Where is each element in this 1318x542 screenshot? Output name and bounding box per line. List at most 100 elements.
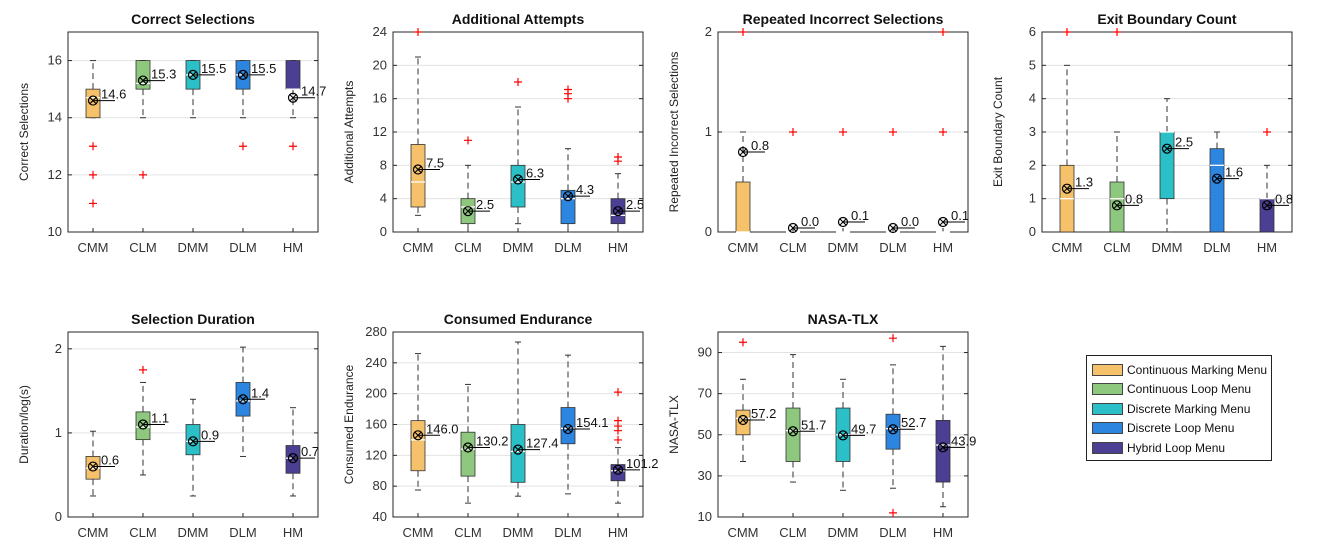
box-body <box>135 60 151 90</box>
box-body <box>610 464 626 482</box>
legend-item: Discrete Loop Menu <box>1087 419 1271 439</box>
y-tick-label: 0 <box>55 509 62 524</box>
subplot: 0 4 8 12 16 20 24 CMM CLM DMM DLM HM Additional Atte… <box>342 11 644 255</box>
x-tick-label: CLM <box>454 240 481 255</box>
mean-value-label: 0.8 <box>1125 191 1143 206</box>
mean-value-label: 0.1 <box>851 208 869 223</box>
y-tick-label: 0 <box>1029 224 1036 239</box>
mean-value-label: 130.2 <box>476 433 509 448</box>
x-tick-label: DLM <box>229 240 256 255</box>
x-tick-label: HM <box>1257 240 1277 255</box>
box-body <box>1259 198 1275 233</box>
box-clm: 51.7 <box>785 354 826 483</box>
box-body <box>410 420 426 472</box>
mean-marker <box>137 419 149 430</box>
outlier-point <box>464 136 472 145</box>
mean-marker-cross <box>839 432 847 439</box>
box-body <box>735 409 751 436</box>
outlier-point <box>614 416 622 425</box>
box-dlm: 4.3 <box>560 85 594 233</box>
x-tick-label: CMM <box>727 240 758 255</box>
outlier-point <box>789 128 797 136</box>
box-body <box>885 413 901 450</box>
x-tick-label: DLM <box>879 240 906 255</box>
mean-marker-cross <box>414 166 422 173</box>
y-tick-label: 160 <box>365 417 387 432</box>
mean-value-label: 0.0 <box>801 214 819 229</box>
x-tick-label: DMM <box>827 240 858 255</box>
x-tick-label: CLM <box>779 240 806 255</box>
legend-item: Hybrid Loop Menu <box>1087 438 1271 458</box>
y-tick-label: 8 <box>380 157 387 172</box>
legend-label: Continuous Marking Menu <box>1127 362 1268 377</box>
mean-value-label: 52.7 <box>901 415 926 430</box>
mean-marker <box>887 424 899 435</box>
box-hm: 43.9 <box>935 345 976 508</box>
mean-value-label: 127.4 <box>526 436 559 451</box>
mean-value-label: 0.0 <box>901 214 919 229</box>
mean-value-label: 14.7 <box>301 84 326 99</box>
mean-value-label: 154.1 <box>576 415 609 430</box>
outlier-point <box>564 85 572 94</box>
mean-value-label: 0.6 <box>101 453 119 468</box>
mean-value-label: 0.1 <box>951 208 969 223</box>
subplot: 0 1 2 CMM CLM DMM DLM HM Repeated Incorrect Sele… <box>667 11 969 255</box>
outlier-point <box>939 128 947 136</box>
x-tick-label: CLM <box>129 525 156 540</box>
mean-marker-cross <box>889 425 897 433</box>
legend-swatch-cmm <box>1092 363 1123 376</box>
mean-marker <box>237 69 249 80</box>
mean-marker <box>512 174 524 185</box>
outlier-point <box>889 128 897 136</box>
mean-value-label: 15.5 <box>201 61 226 76</box>
mean-marker-cross <box>739 416 747 424</box>
outlier-point <box>89 142 97 151</box>
box-hm: 0.8 <box>1259 128 1293 233</box>
y-tick-label: 24 <box>373 24 387 39</box>
box-dlm: 1.4 <box>235 346 269 457</box>
mean-marker-cross <box>939 218 947 226</box>
x-tick-label: CMM <box>77 240 108 255</box>
subplot: 10 30 50 70 90 CMM CLM DMM DLM HM NASA-TLX NASA-TLX… <box>667 311 976 540</box>
box-clm: 130.2 <box>460 383 509 504</box>
outlier-point <box>289 142 297 151</box>
mean-marker-cross <box>614 466 622 474</box>
x-tick-label: DMM <box>177 525 208 540</box>
mean-value-label: 0.9 <box>201 427 219 442</box>
mean-marker-cross <box>564 425 572 433</box>
outlier-point <box>614 435 622 444</box>
box-dmm: 2.5 <box>1159 98 1193 233</box>
y-tick-label: 12 <box>373 124 387 139</box>
x-tick-label: DMM <box>1151 240 1182 255</box>
mean-marker <box>937 442 949 453</box>
y-axis-label: Exit Boundary Count <box>991 76 1005 187</box>
mean-marker-cross <box>1163 145 1171 153</box>
mean-marker-cross <box>939 443 947 451</box>
y-tick-label: 80 <box>373 478 387 493</box>
outlier-point <box>1063 28 1071 36</box>
box-body <box>85 88 101 119</box>
y-tick-label: 10 <box>48 224 62 239</box>
legend-item: Continuous Loop Menu <box>1087 380 1271 400</box>
y-tick-label: 5 <box>1029 57 1036 72</box>
mean-marker-cross <box>1063 185 1071 193</box>
mean-marker-cross <box>464 444 472 451</box>
x-tick-label: HM <box>608 525 628 540</box>
mean-marker <box>87 95 99 106</box>
box-body <box>560 407 576 445</box>
y-tick-label: 4 <box>1029 91 1036 106</box>
box-body <box>1109 181 1125 233</box>
box-body <box>285 445 301 474</box>
mean-marker <box>462 442 474 453</box>
legend-item: Continuous Marking Menu <box>1087 360 1271 380</box>
x-tick-label: CLM <box>1103 240 1130 255</box>
mean-marker-cross <box>189 71 197 79</box>
mean-marker <box>837 430 849 441</box>
mean-marker <box>187 69 199 80</box>
box-body <box>1159 131 1175 200</box>
mean-value-label: 2.5 <box>626 197 644 212</box>
x-tick-label: HM <box>283 525 303 540</box>
box-clm: 0.0 <box>786 128 819 234</box>
mean-marker <box>737 146 749 158</box>
legend-label: Hybrid Loop Menu <box>1127 440 1226 455</box>
